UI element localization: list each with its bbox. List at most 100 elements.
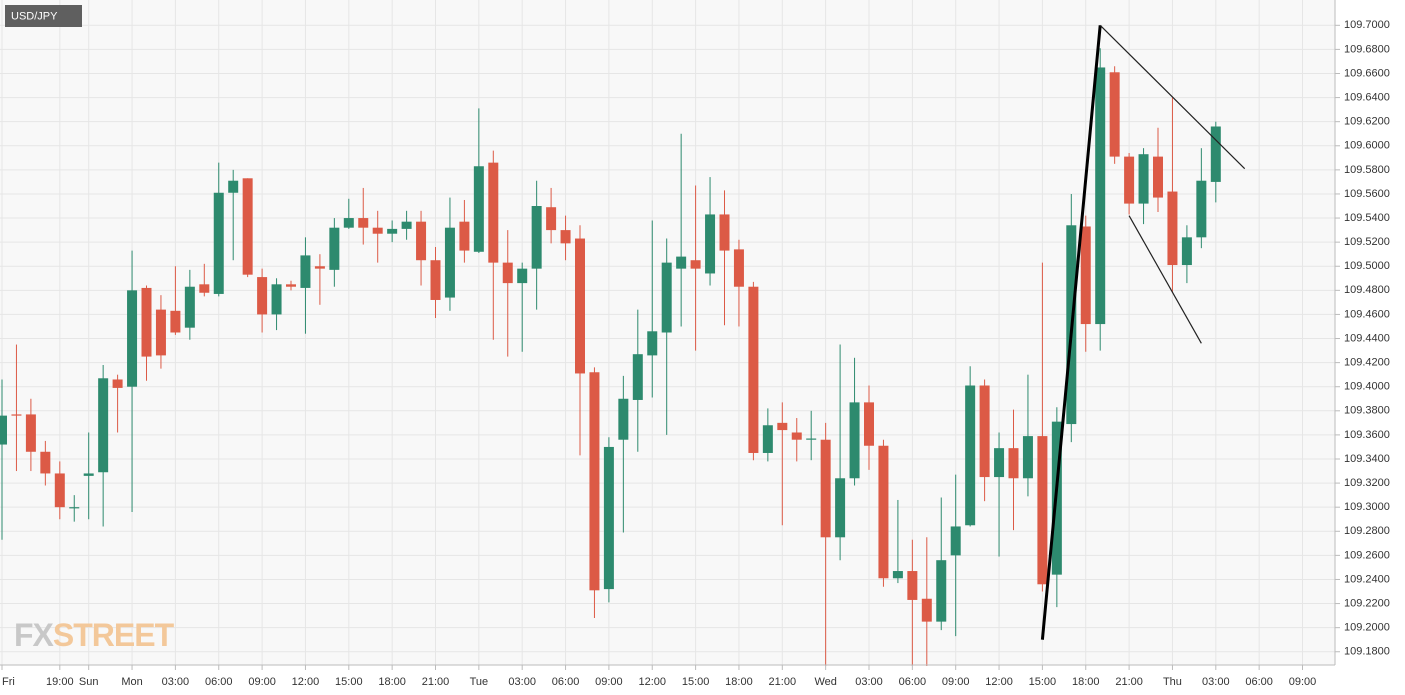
y-tick-label: 109.6400 xyxy=(1344,91,1390,103)
x-tick-label: 03:00 xyxy=(162,676,190,688)
y-tick-label: 109.6200 xyxy=(1344,116,1390,128)
x-tick-label: 03:00 xyxy=(1202,676,1230,688)
x-tick-label: 12:00 xyxy=(985,676,1013,688)
candle-body xyxy=(806,438,817,440)
candle-body xyxy=(560,230,571,244)
y-tick-label: 109.3200 xyxy=(1344,477,1390,489)
y-tick-label: 109.3600 xyxy=(1344,429,1390,441)
y-tick-label: 109.4000 xyxy=(1344,381,1390,393)
x-tick-label: 18:00 xyxy=(378,676,406,688)
x-tick-label: Mon xyxy=(121,676,142,688)
candle-body xyxy=(1196,180,1207,238)
x-tick-label: 19:00 xyxy=(46,676,74,688)
y-tick-label: 109.1800 xyxy=(1344,646,1390,658)
candle-body xyxy=(459,221,470,251)
x-tick-label: 06:00 xyxy=(205,676,233,688)
y-tick-label: 109.2600 xyxy=(1344,549,1390,561)
candle-body xyxy=(11,414,22,416)
y-tick-label: 109.2400 xyxy=(1344,573,1390,585)
grid xyxy=(0,0,1335,665)
candle-body xyxy=(257,277,268,315)
candle-body xyxy=(864,402,874,446)
x-tick-label: 03:00 xyxy=(855,676,883,688)
candle-body xyxy=(546,207,557,231)
candle-body xyxy=(892,571,903,579)
x-tick-label: 09:00 xyxy=(942,676,970,688)
candle-body xyxy=(40,451,51,474)
candle-body xyxy=(127,290,138,387)
y-tick-label: 109.5000 xyxy=(1344,260,1390,272)
candle-body xyxy=(907,571,918,600)
x-tick-label: 09:00 xyxy=(248,676,276,688)
y-tick-label: 109.4800 xyxy=(1344,284,1390,296)
candle-body xyxy=(141,287,152,357)
y-tick-label: 109.6600 xyxy=(1344,67,1390,79)
x-tick-label: 03:00 xyxy=(508,676,536,688)
candle-body xyxy=(98,378,109,473)
candle-body xyxy=(372,227,383,234)
candle-body xyxy=(661,262,672,333)
title-badge xyxy=(5,5,82,27)
candle-body xyxy=(589,372,600,591)
candle-body xyxy=(112,379,123,388)
candle-body xyxy=(517,268,528,284)
candle-body xyxy=(1008,448,1019,479)
candle-body xyxy=(791,432,802,440)
candle-body xyxy=(430,260,441,300)
candle-body xyxy=(748,286,759,453)
candle-body xyxy=(155,309,166,356)
y-tick-label: 109.5400 xyxy=(1344,212,1390,224)
x-tick-label: 09:00 xyxy=(1289,676,1317,688)
candle-body xyxy=(965,385,976,526)
trend-line xyxy=(1040,25,1102,640)
x-tick-label: 09:00 xyxy=(595,676,623,688)
candle-body xyxy=(286,284,296,287)
candle-body xyxy=(444,227,455,298)
candle-body xyxy=(473,166,484,252)
candle-body xyxy=(343,218,354,228)
y-tick-label: 109.5200 xyxy=(1344,236,1390,248)
candle-body xyxy=(213,192,224,294)
trend-line xyxy=(1128,215,1202,344)
candle-body xyxy=(0,415,7,445)
trend-line xyxy=(1099,24,1246,170)
candle-body xyxy=(228,180,239,193)
candle-body xyxy=(502,262,513,284)
x-tick-label: 15:00 xyxy=(335,676,363,688)
watermark-street: STREET xyxy=(53,617,175,653)
y-tick-label: 109.6000 xyxy=(1344,140,1390,152)
candle-body xyxy=(1167,191,1178,266)
y-tick-label: 109.3000 xyxy=(1344,501,1390,513)
axis-labels: 109.1800 109.2000 109.2200 109.2400 109.2600… xyxy=(1,19,1390,688)
candle-body xyxy=(25,414,36,452)
candle-body xyxy=(1181,237,1192,266)
x-tick-label: 18:00 xyxy=(725,676,753,688)
candle-body xyxy=(1022,436,1033,479)
candle-body xyxy=(921,598,932,622)
candle-body xyxy=(488,162,499,263)
candle-body xyxy=(1138,154,1149,204)
y-tick-label: 109.3400 xyxy=(1344,453,1390,465)
candle-body xyxy=(416,221,427,261)
candle-body xyxy=(54,473,65,508)
candle-body xyxy=(1037,436,1048,585)
y-tick-label: 109.4200 xyxy=(1344,357,1390,369)
y-tick-label: 109.2200 xyxy=(1344,597,1390,609)
candle-body xyxy=(1080,226,1091,325)
candle-body xyxy=(531,206,542,269)
y-tick-label: 109.2800 xyxy=(1344,525,1390,537)
x-tick-label: 06:00 xyxy=(1245,676,1273,688)
y-tick-label: 109.7000 xyxy=(1344,19,1390,31)
x-tick-label: 15:00 xyxy=(682,676,710,688)
candle-body xyxy=(1095,67,1106,325)
candle-body xyxy=(733,249,744,287)
candle-body xyxy=(632,354,643,400)
x-tick-label: 06:00 xyxy=(899,676,927,688)
watermark: FXSTREET xyxy=(14,617,175,653)
candle-body xyxy=(719,214,730,251)
chart-title: USD/JPY xyxy=(11,10,58,22)
candle-body xyxy=(936,560,947,622)
x-tick-label: 21:00 xyxy=(422,676,450,688)
candle-body xyxy=(762,425,773,453)
